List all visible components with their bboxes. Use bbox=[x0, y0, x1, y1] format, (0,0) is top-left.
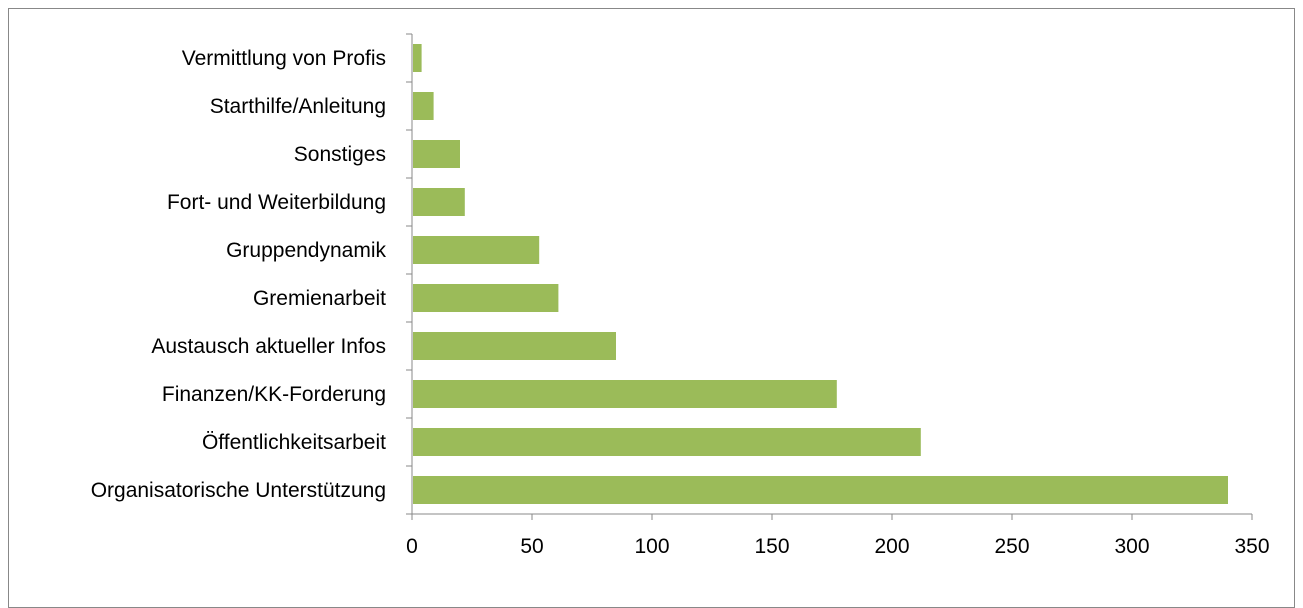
category-label: Sonstiges bbox=[294, 143, 386, 166]
category-label: Gremienarbeit bbox=[253, 287, 386, 310]
category-label: Finanzen/KK-Forderung bbox=[162, 383, 386, 406]
bar-austausch-aktueller-infos bbox=[413, 332, 616, 360]
bar-finanzen-kk-forderung bbox=[413, 380, 837, 408]
category-label: Austausch aktueller Infos bbox=[151, 335, 386, 358]
x-tick-label: 100 bbox=[634, 535, 669, 558]
category-labels: Vermittlung von Profis Starthilfe/Anleitu… bbox=[91, 47, 387, 502]
x-tick-label: 0 bbox=[406, 535, 418, 558]
axes-group: 0 50 100 150 200 250 300 350 bbox=[406, 33, 1270, 558]
x-tick-label: 50 bbox=[520, 535, 543, 558]
bars-group bbox=[413, 44, 1228, 504]
bar-vermittlung-von-profis bbox=[413, 44, 422, 72]
bar-sonstiges bbox=[413, 140, 460, 168]
bar-öffentlichkeitsarbeit bbox=[413, 428, 921, 456]
category-label: Fort- und Weiterbildung bbox=[167, 191, 386, 214]
bar-chart: Vermittlung von Profis Starthilfe/Anleitu… bbox=[91, 33, 1270, 558]
category-label: Organisatorische Unterstützung bbox=[91, 479, 386, 502]
bar-gruppendynamik bbox=[413, 236, 540, 264]
category-label: Gruppendynamik bbox=[226, 239, 386, 262]
x-tick-label: 250 bbox=[994, 535, 1029, 558]
chart-area bbox=[8, 8, 1295, 608]
category-label: Öffentlichkeitsarbeit bbox=[202, 431, 386, 454]
x-tick-label: 350 bbox=[1234, 535, 1269, 558]
bar-starthilfe-anleitung bbox=[413, 92, 434, 120]
bar-fort-und-weiterbildung bbox=[413, 188, 465, 216]
category-label: Vermittlung von Profis bbox=[182, 47, 386, 70]
category-label: Starthilfe/Anleitung bbox=[210, 95, 386, 118]
x-tick-label: 150 bbox=[754, 535, 789, 558]
x-tick-label: 200 bbox=[874, 535, 909, 558]
bar-gremienarbeit bbox=[413, 284, 559, 312]
x-tick-label: 300 bbox=[1114, 535, 1149, 558]
bar-organisatorische-unterstützung bbox=[413, 476, 1228, 504]
